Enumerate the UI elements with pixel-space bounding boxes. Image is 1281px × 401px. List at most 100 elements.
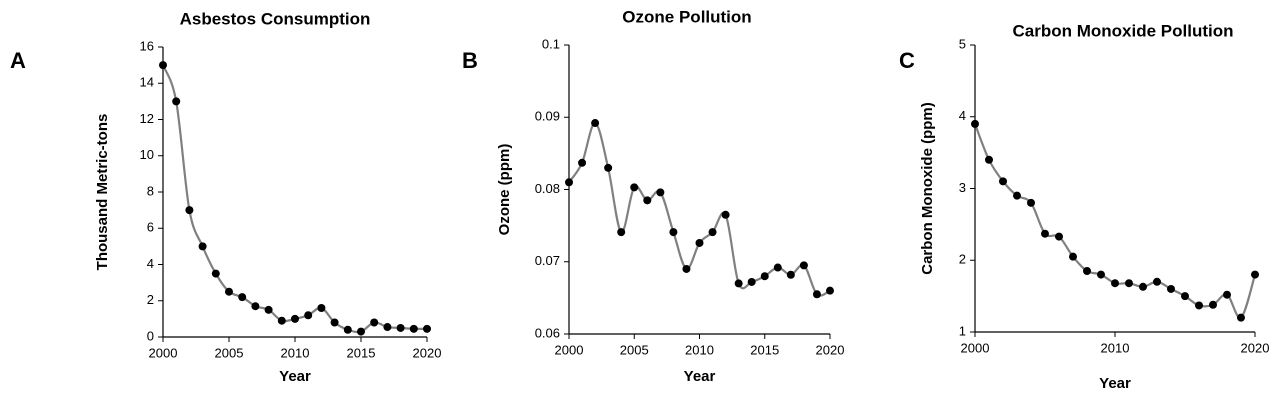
y-tick-label: 1 — [959, 323, 966, 338]
data-point — [1167, 284, 1175, 293]
data-point — [617, 228, 626, 237]
data-point — [604, 163, 613, 172]
data-point — [396, 323, 405, 332]
data-point — [656, 188, 665, 197]
y-tick-label: 8 — [147, 183, 154, 198]
data-point — [578, 158, 587, 167]
data-point — [669, 228, 678, 237]
data-point — [330, 318, 339, 327]
y-tick-label: 0.07 — [535, 253, 560, 268]
data-point — [1237, 313, 1245, 322]
data-point — [708, 228, 717, 237]
x-tick-label: 2015 — [750, 342, 779, 357]
y-axis-label: Thousand Metric-tons — [94, 114, 111, 271]
data-point — [1209, 300, 1217, 309]
y-axis-label: Carbon Monoxide (ppm) — [919, 102, 936, 275]
x-tick-label: 2020 — [1241, 340, 1270, 355]
y-tick-label: 14 — [140, 75, 154, 90]
data-point — [211, 269, 220, 278]
data-point — [370, 318, 379, 327]
data-point — [643, 196, 652, 205]
data-point — [985, 155, 993, 164]
data-point — [409, 324, 418, 333]
data-point — [357, 327, 365, 336]
data-point — [747, 277, 756, 286]
x-tick-label: 2010 — [281, 345, 310, 360]
data-point — [999, 177, 1007, 186]
y-tick-label: 10 — [140, 147, 154, 162]
data-point — [277, 316, 286, 325]
x-tick-label: 2020 — [413, 345, 442, 360]
x-tick-label: 2005 — [620, 342, 649, 357]
chart-panel: B Ozone Pollution Year Ozone (ppm) 0.06 0.07 0… — [462, 7, 844, 384]
data-point — [198, 242, 207, 251]
y-tick-label: 4 — [959, 108, 966, 123]
data-point — [826, 286, 834, 295]
data-point — [812, 290, 821, 299]
data-point — [1251, 270, 1259, 279]
x-tick-label: 2000 — [555, 342, 584, 357]
data-point — [1181, 292, 1189, 301]
x-tick-label: 2010 — [1101, 340, 1130, 355]
y-tick-label: 0.06 — [535, 325, 560, 340]
data-point — [1097, 270, 1105, 279]
data-point — [591, 119, 600, 128]
data-point — [565, 178, 573, 187]
x-axis-label: Year — [684, 368, 716, 385]
data-point — [238, 293, 247, 302]
chart-title: Ozone Pollution — [622, 7, 751, 26]
series-line — [568, 121, 831, 297]
y-tick-label: 4 — [147, 256, 154, 271]
chart-title: Carbon Monoxide Pollution — [1013, 21, 1234, 40]
data-point — [185, 206, 194, 215]
chart-panel: C Carbon Monoxide Pollution Year Carbon Mon… — [899, 21, 1269, 391]
y-tick-label: 3 — [959, 180, 966, 195]
data-point — [799, 261, 808, 270]
y-tick-label: 6 — [147, 220, 154, 235]
panel-label: B — [462, 48, 478, 73]
y-axis-label: Ozone (ppm) — [496, 144, 513, 236]
data-point — [264, 305, 273, 314]
series-line — [973, 123, 1257, 319]
data-point — [773, 263, 782, 272]
data-point — [1041, 229, 1049, 238]
data-point — [734, 279, 743, 288]
data-point — [343, 325, 352, 334]
x-tick-label: 2000 — [961, 340, 990, 355]
data-point — [1153, 277, 1161, 286]
data-point — [786, 270, 795, 279]
y-tick-label: 0 — [147, 328, 154, 343]
x-tick-label: 2020 — [816, 342, 845, 357]
data-point — [304, 311, 313, 320]
data-point — [695, 238, 704, 247]
data-point — [1069, 252, 1077, 261]
x-tick-label: 2015 — [347, 345, 376, 360]
y-tick-label: 0.09 — [535, 109, 560, 124]
data-point — [721, 210, 730, 219]
chart-title: Asbestos Consumption — [180, 9, 371, 28]
panel-label: A — [10, 48, 26, 73]
y-tick-label: 2 — [147, 292, 154, 307]
data-point — [682, 264, 691, 273]
y-tick-label: 5 — [959, 36, 966, 51]
data-point — [971, 119, 979, 128]
data-point — [1111, 279, 1119, 288]
data-point — [1195, 301, 1203, 310]
panel-label: C — [899, 48, 915, 73]
data-point — [1223, 290, 1231, 299]
chart-panel: A Asbestos Consumption Year Thousand Metric… — [10, 9, 441, 384]
x-tick-label: 2005 — [215, 345, 244, 360]
x-axis-label: Year — [1099, 375, 1131, 392]
y-tick-label: 12 — [140, 111, 154, 126]
y-tick-label: 0.1 — [542, 36, 560, 51]
y-tick-label: 2 — [959, 252, 966, 267]
x-tick-label: 2000 — [149, 345, 178, 360]
data-point — [172, 97, 181, 106]
data-point — [423, 324, 431, 333]
data-point — [1083, 267, 1091, 276]
data-point — [630, 183, 639, 192]
data-point — [1125, 279, 1133, 288]
series-line — [161, 64, 428, 334]
data-point — [1139, 282, 1147, 291]
